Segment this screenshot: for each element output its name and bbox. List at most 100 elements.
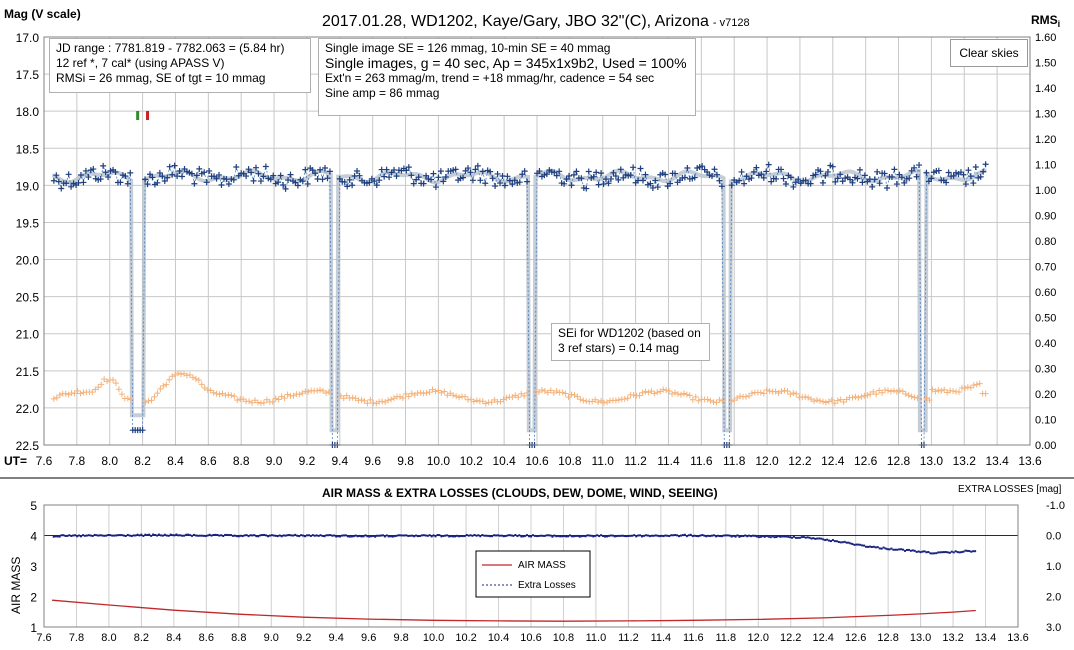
rms-point (343, 392, 350, 399)
rms-point (325, 388, 332, 395)
y-axis-label-right: RMSi (1031, 13, 1060, 29)
loss-point (917, 550, 920, 553)
loss-point (54, 535, 57, 538)
rms-point (260, 399, 267, 406)
rms-point (873, 391, 880, 398)
target-point (467, 169, 474, 176)
rms-point (77, 390, 84, 397)
rms-point (763, 387, 770, 394)
sei-box: SEi for WD1202 (based on 3 ref stars) = … (551, 323, 710, 361)
target-point (691, 174, 698, 181)
loss-point (243, 534, 246, 537)
rms-point (677, 391, 684, 398)
loss-point (171, 534, 174, 537)
target-point (718, 183, 725, 190)
target-point (393, 173, 400, 180)
target-point (299, 178, 306, 185)
target-point (169, 171, 176, 178)
x-tick-label: 8.6 (200, 454, 217, 468)
target-point (53, 172, 60, 179)
target-point (871, 176, 878, 183)
y-tick-label-left: 22.5 (16, 439, 40, 453)
rms-point (748, 390, 755, 397)
x-tick-label: 10.8 (558, 454, 582, 468)
rms-point (938, 387, 945, 394)
y-tick-label-right: 0.50 (1035, 313, 1056, 325)
target-point (967, 173, 974, 180)
target-point (561, 180, 568, 187)
target-point (662, 171, 669, 178)
target-point (245, 166, 252, 173)
y-tick-label-right: 0.30 (1035, 364, 1056, 376)
chart-title: 2017.01.28, WD1202, Kaye/Gary, JBO 32"(C… (322, 13, 750, 30)
x-tick-label: 13.6 (1018, 454, 1042, 468)
target-point (704, 169, 711, 176)
loss-point (800, 536, 803, 539)
target-point (90, 166, 97, 173)
x-tick-label: 12.4 (821, 454, 845, 468)
loss-point (286, 534, 289, 537)
loss-point (487, 534, 490, 537)
rms-point (577, 396, 584, 403)
target-point (166, 163, 173, 170)
target-point (437, 168, 444, 175)
rms-point (408, 390, 415, 397)
rms-point (456, 394, 463, 401)
target-point (935, 167, 942, 174)
chart-title-version: - v7128 (713, 17, 750, 29)
rms-point (695, 397, 702, 404)
target-point (319, 176, 326, 183)
loss-point (966, 549, 969, 552)
target-point (738, 168, 745, 175)
y-tick-label-right: 0.80 (1035, 236, 1056, 248)
y-tick-label-left: 20.0 (16, 254, 40, 268)
target-point (543, 171, 550, 178)
rms-point (216, 391, 223, 398)
rms-point (272, 395, 279, 402)
loss-point (625, 535, 628, 538)
target-point (667, 180, 674, 187)
y-tick-label-right: 0.20 (1035, 389, 1056, 401)
target-point (748, 175, 755, 182)
rms-point (553, 387, 560, 394)
sei-line-2: 3 ref stars) = 0.14 mag (558, 341, 680, 355)
bottom-x-tick-label: 10.8 (553, 632, 574, 644)
y-tick-label-right: 1.20 (1035, 134, 1056, 146)
target-point (255, 170, 262, 177)
rms-point (163, 381, 170, 388)
rms-point (95, 384, 102, 391)
target-point (741, 180, 748, 187)
target-point (196, 165, 203, 172)
loss-point (911, 549, 914, 552)
rms-point (692, 393, 699, 400)
rms-point (961, 385, 968, 392)
rms-point (713, 399, 720, 406)
loss-point (923, 550, 926, 553)
rms-point (719, 397, 726, 404)
target-point (713, 171, 720, 178)
bottom-y-tick-label-left: 1 (30, 621, 37, 635)
target-point (230, 176, 237, 183)
rms-point (340, 395, 347, 402)
loss-point (880, 547, 883, 550)
bottom-x-tick-label: 13.2 (942, 632, 963, 644)
target-point (324, 175, 331, 182)
loss-point (438, 534, 441, 537)
rms-point (816, 397, 823, 404)
loss-point (814, 537, 817, 540)
rms-point (935, 387, 942, 394)
rms-point (178, 371, 185, 378)
loss-point (467, 534, 470, 537)
rms-point (234, 397, 241, 404)
bottom-x-tick-label: 12.4 (812, 632, 833, 644)
target-point (489, 175, 496, 182)
rms-point (314, 387, 321, 394)
target-point (267, 176, 274, 183)
target-point (962, 181, 969, 188)
loss-point (473, 533, 476, 536)
target-point (326, 168, 333, 175)
target-point (802, 177, 809, 184)
rms-label-sub: i (1058, 19, 1061, 29)
target-point (257, 178, 264, 185)
rms-point (281, 395, 288, 402)
